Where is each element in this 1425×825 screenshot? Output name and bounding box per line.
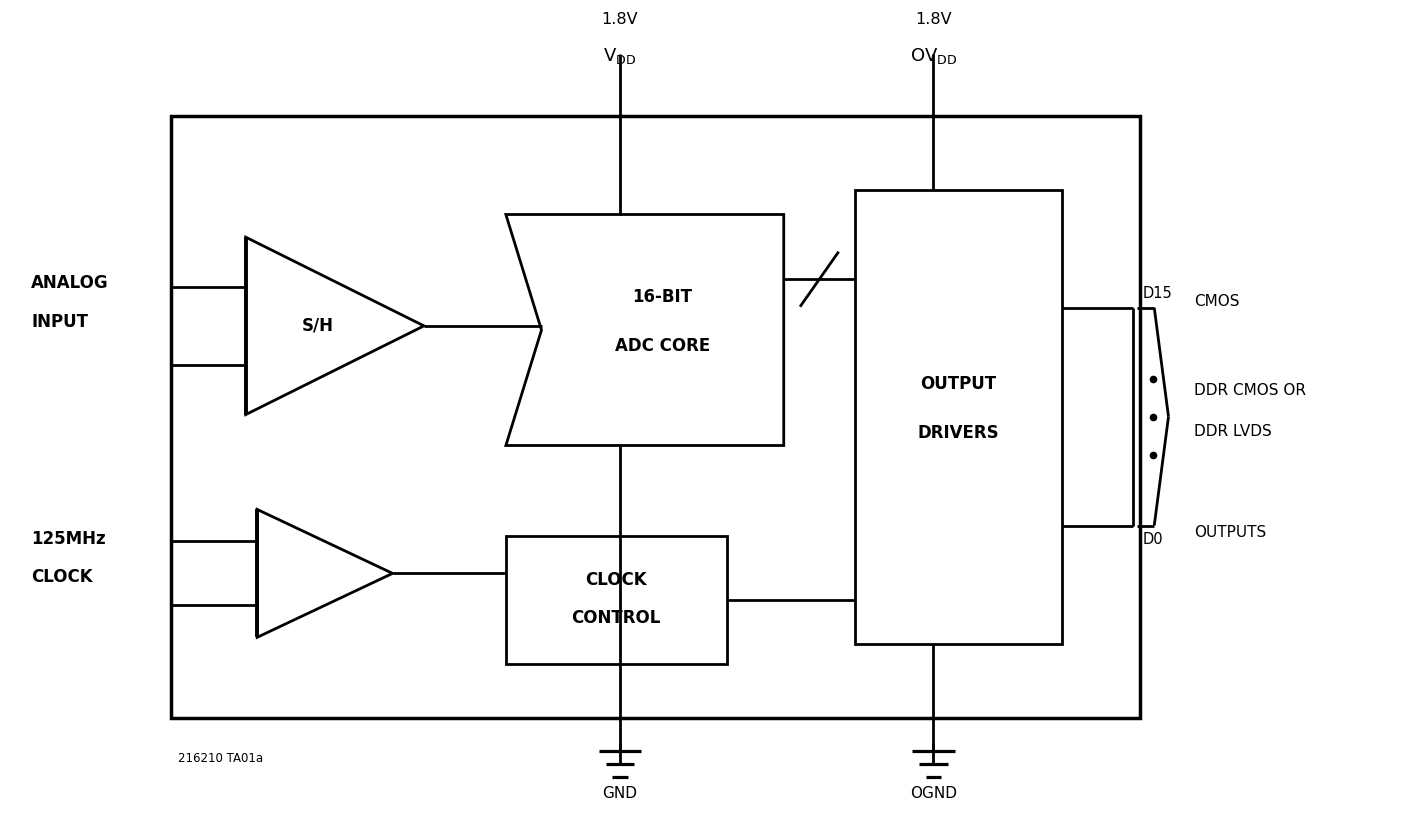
Text: S/H: S/H [302, 317, 333, 335]
Text: $\mathregular{V_{DD}}$: $\mathregular{V_{DD}}$ [603, 46, 637, 66]
Text: D0: D0 [1143, 532, 1163, 547]
Text: D15: D15 [1143, 286, 1173, 301]
Text: 1.8V: 1.8V [915, 12, 952, 27]
Text: CLOCK: CLOCK [31, 568, 93, 587]
Text: CMOS: CMOS [1194, 294, 1240, 309]
Text: OUTPUTS: OUTPUTS [1194, 525, 1267, 540]
Text: CLOCK: CLOCK [586, 571, 647, 588]
Text: ANALOG: ANALOG [31, 274, 108, 292]
Text: $\mathregular{OV_{DD}}$: $\mathregular{OV_{DD}}$ [909, 46, 958, 66]
FancyBboxPatch shape [855, 190, 1062, 644]
Polygon shape [506, 214, 784, 446]
FancyBboxPatch shape [171, 116, 1140, 718]
Text: OUTPUT: OUTPUT [921, 375, 996, 393]
Text: ADC CORE: ADC CORE [616, 337, 710, 356]
Text: DDR CMOS OR: DDR CMOS OR [1194, 383, 1307, 398]
FancyBboxPatch shape [506, 536, 727, 664]
Polygon shape [245, 238, 425, 414]
Text: CONTROL: CONTROL [571, 610, 661, 627]
Text: 125MHz: 125MHz [31, 530, 105, 548]
Text: OGND: OGND [911, 786, 956, 801]
Text: DDR LVDS: DDR LVDS [1194, 424, 1273, 439]
Text: 1.8V: 1.8V [601, 12, 638, 27]
Text: 216210 TA01a: 216210 TA01a [178, 752, 264, 766]
Text: INPUT: INPUT [31, 313, 88, 331]
Text: GND: GND [603, 786, 637, 801]
Polygon shape [256, 509, 393, 638]
Text: DRIVERS: DRIVERS [918, 424, 999, 442]
Text: 16-BIT: 16-BIT [633, 288, 693, 306]
